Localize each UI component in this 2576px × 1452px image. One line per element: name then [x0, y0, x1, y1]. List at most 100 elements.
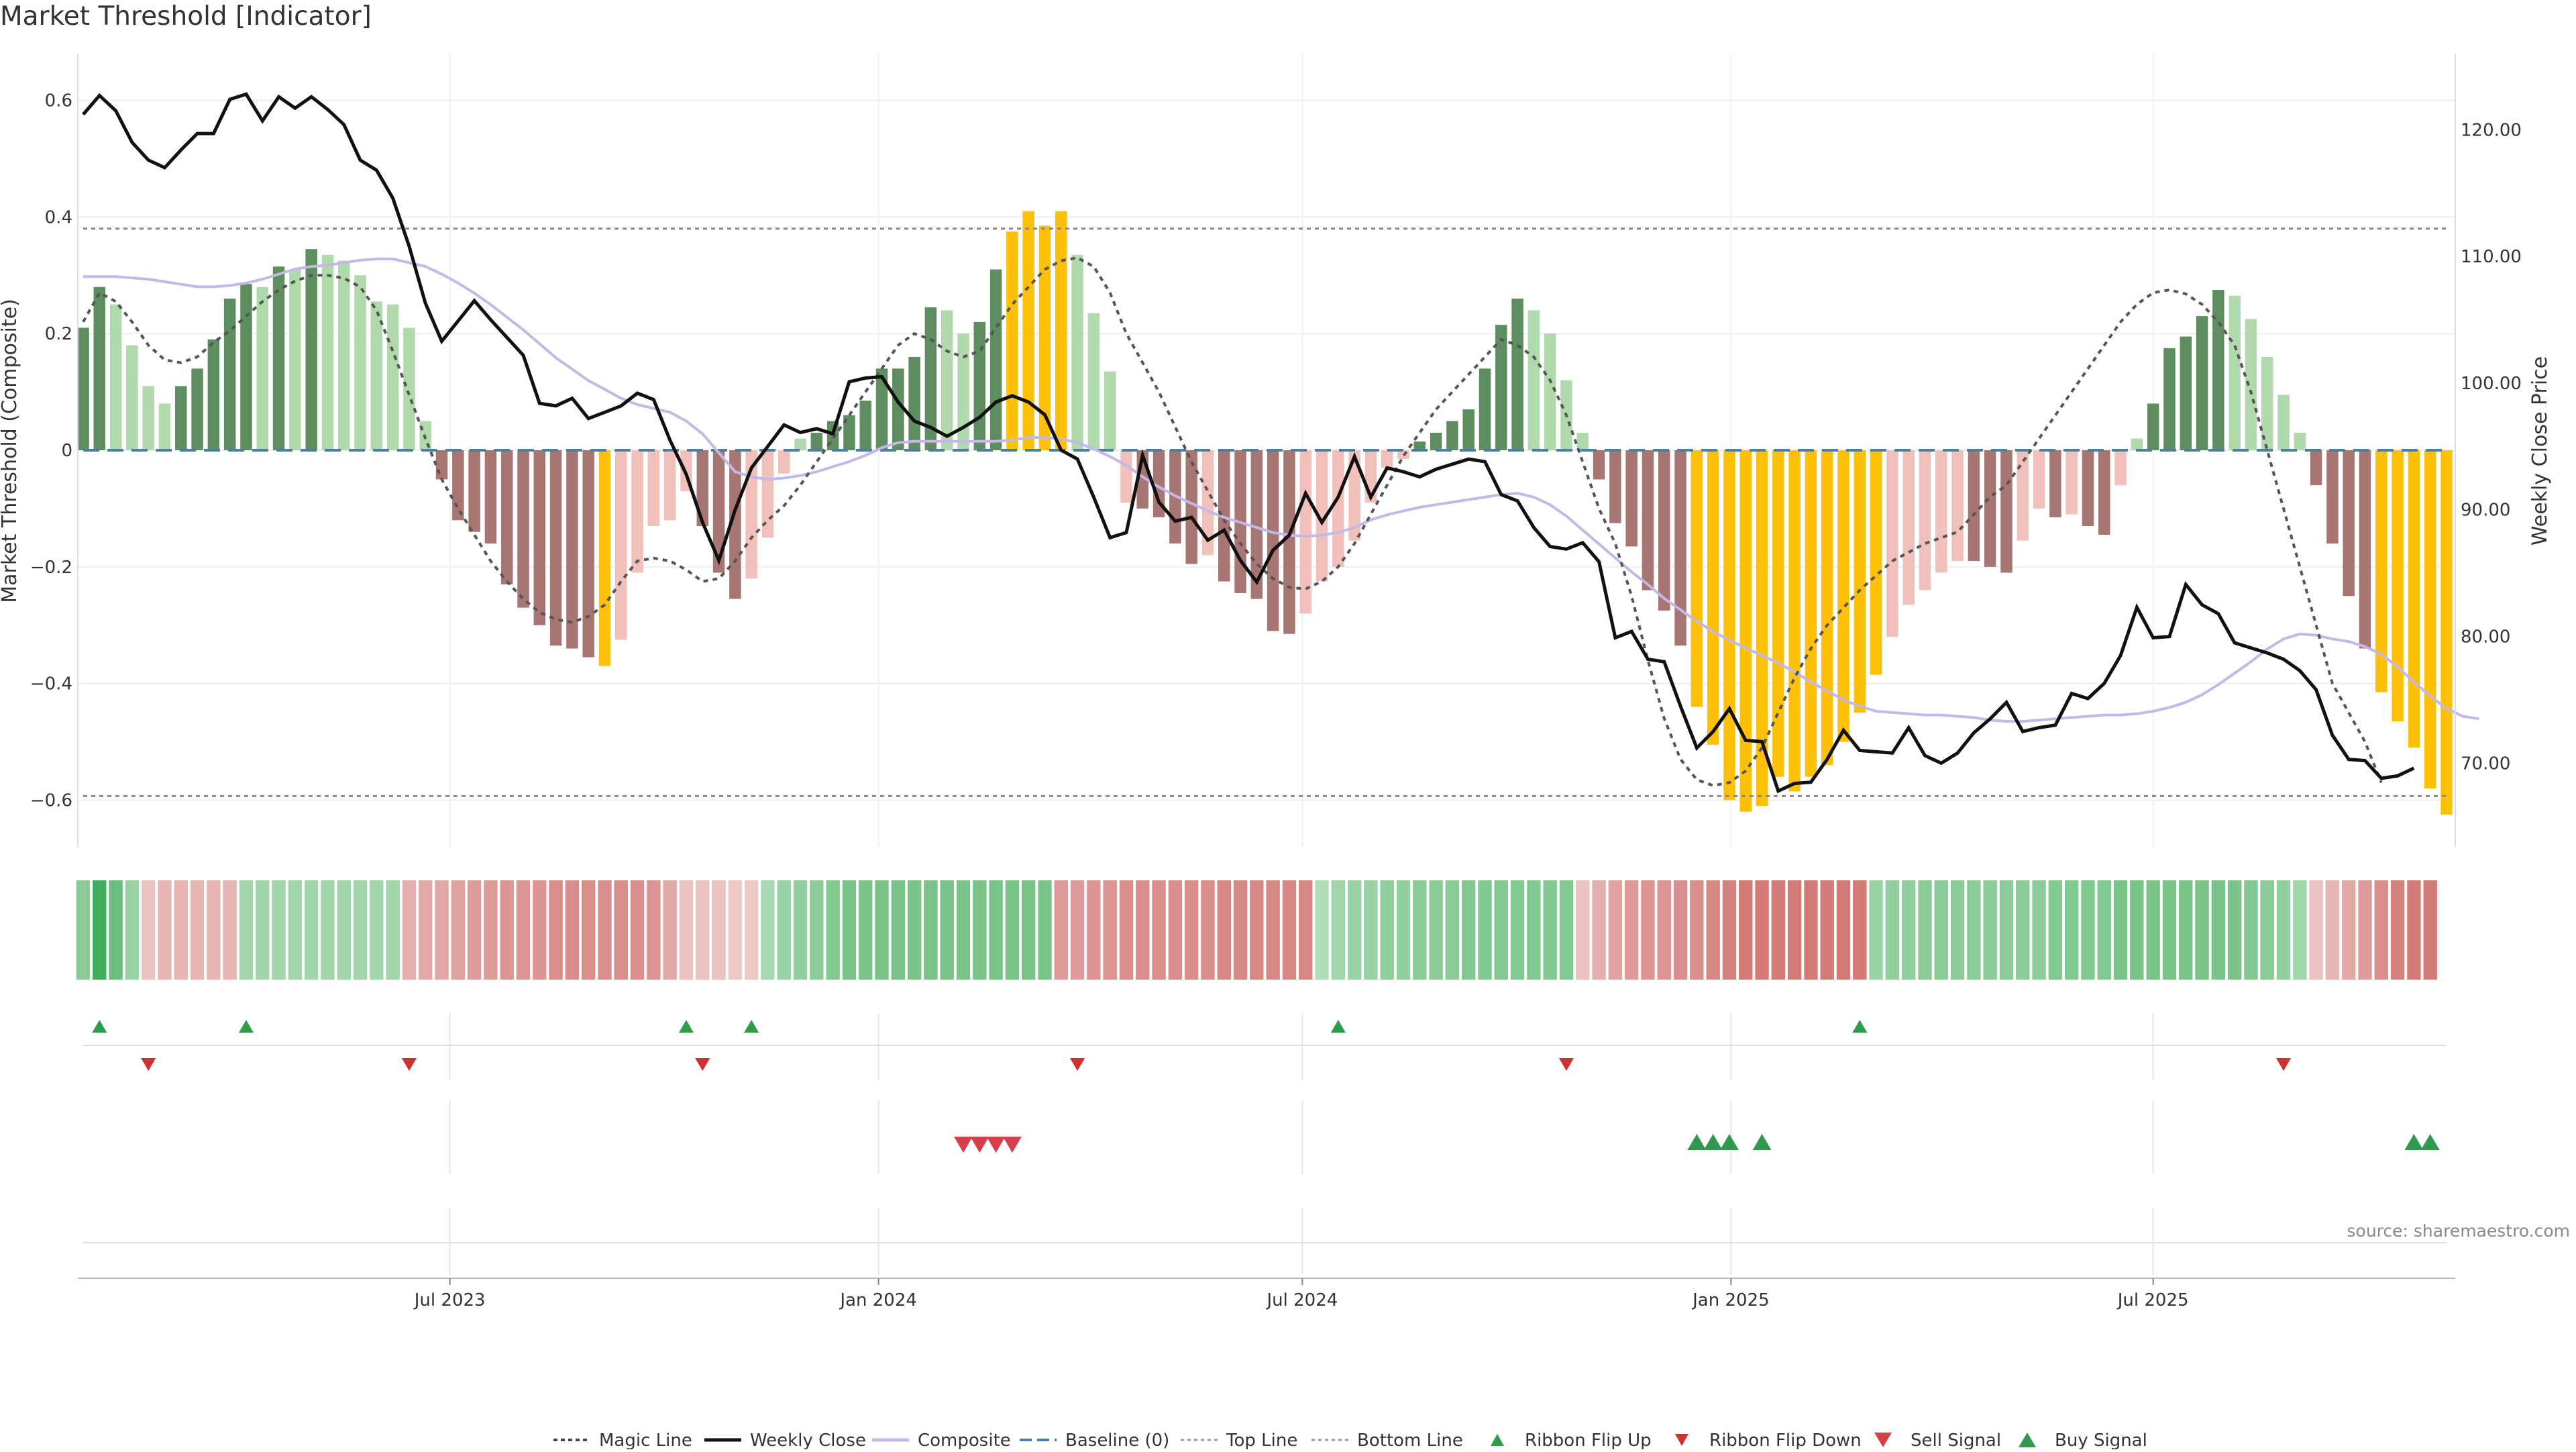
ribbon-cell — [598, 880, 612, 980]
ribbon-flip-down-marker — [695, 1058, 710, 1071]
ribbon-cell — [1999, 880, 2014, 980]
ribbon-cell — [2374, 880, 2389, 980]
composite-bar — [2245, 319, 2257, 450]
ribbon-cell — [549, 880, 563, 980]
ribbon-cell — [239, 880, 254, 980]
ribbon-cell — [1624, 880, 1639, 980]
composite-bar — [126, 345, 138, 450]
ribbon-cell — [2423, 880, 2437, 980]
ribbon-cell — [793, 880, 808, 980]
legend-label: Bottom Line — [1357, 1431, 1463, 1449]
composite-bar — [631, 450, 643, 573]
composite-bar — [1984, 450, 1996, 567]
composite-bar — [517, 450, 529, 608]
composite-bar — [2163, 348, 2176, 450]
legend: Magic Line Weekly Close Composite Baseline … — [553, 1431, 2147, 1451]
composite-bar — [337, 260, 350, 450]
composite-bar — [2033, 450, 2045, 509]
ribbon-cell — [1087, 880, 1101, 980]
y2-tick-label: 110.00 — [2461, 247, 2522, 267]
composite-bars — [77, 211, 2453, 815]
legend-label: Magic Line — [599, 1431, 692, 1449]
ribbon-flip-down-markers — [141, 1058, 2292, 1071]
ribbon-cell — [1315, 880, 1329, 980]
ribbon-cell — [1950, 880, 1965, 980]
composite-bar — [2082, 450, 2094, 526]
legend-label: Weekly Close — [750, 1431, 866, 1449]
ribbon-cell — [337, 880, 351, 980]
composite-bar — [77, 327, 89, 450]
ribbon-cell — [2048, 880, 2063, 980]
legend-swatch-sell — [1874, 1433, 1892, 1447]
composite-bar — [1087, 313, 1100, 450]
ribbon-cell — [1380, 880, 1394, 980]
ribbon-cell — [1282, 880, 1297, 980]
composite-bar — [892, 368, 904, 450]
ribbon-cell — [1510, 880, 1525, 980]
composite-bar — [1609, 450, 1621, 523]
composite-bar — [386, 304, 399, 450]
ribbon-cell — [1755, 880, 1769, 980]
ribbon-cell — [353, 880, 368, 980]
composite-bar — [566, 450, 578, 649]
ribbon-cell — [1347, 880, 1362, 980]
ribbon-cell — [533, 880, 547, 980]
ribbon-cell — [1934, 880, 1949, 980]
ribbon-cell — [516, 880, 531, 980]
ribbon-cell — [1119, 880, 1134, 980]
composite-bar — [647, 450, 660, 526]
buy-signal-marker — [1703, 1134, 1723, 1150]
sell-signal-marker — [1002, 1137, 1022, 1153]
ribbon-cell — [2390, 880, 2405, 980]
ribbon-cell — [875, 880, 889, 980]
ribbon-cell — [891, 880, 906, 980]
ribbon-cell — [2244, 880, 2258, 980]
composite-bar — [745, 450, 757, 579]
ribbon-cell — [1576, 880, 1590, 980]
buy-signal-marker — [2420, 1134, 2440, 1150]
y-tick-label: −0.2 — [30, 558, 72, 578]
ribbon-cell — [141, 880, 156, 980]
composite-bar — [158, 403, 171, 450]
composite-bar — [1055, 211, 1067, 450]
ribbon-cell — [940, 880, 954, 980]
buy-signal-marker — [1719, 1134, 1739, 1150]
composite-bar — [354, 275, 366, 450]
ribbon-cell — [402, 880, 417, 980]
composite-bar — [321, 254, 334, 450]
composite-bar — [859, 401, 871, 450]
ribbon-cell — [256, 880, 270, 980]
ribbon-cell — [2016, 880, 2030, 980]
composite-bar — [1511, 299, 1523, 450]
composite-bar — [2440, 450, 2453, 815]
left-tick-labels: −0.6 −0.4 −0.2 0 0.2 0.4 0.6 — [30, 91, 72, 811]
legend-swatch-flip-down — [1675, 1434, 1688, 1446]
y2-tick-label: 80.00 — [2461, 627, 2510, 647]
composite-bar — [1805, 450, 1817, 777]
y-axis-label: Market Threshold (Composite) — [0, 299, 21, 603]
composite-bar — [2131, 438, 2143, 450]
ribbon-cell — [76, 880, 91, 980]
ribbon-cell — [826, 880, 840, 980]
ribbon-cell — [386, 880, 400, 980]
composite-bar — [2261, 356, 2273, 450]
y-tick-label: 0.4 — [45, 207, 72, 227]
composite-bar — [875, 368, 888, 450]
ribbon-cell — [2162, 880, 2177, 980]
ribbon-cell — [1657, 880, 1671, 980]
composite-bar — [468, 450, 480, 532]
ribbon-cell — [924, 880, 938, 980]
sell-signal-marker — [986, 1137, 1006, 1153]
grid-lines — [78, 54, 2455, 1275]
composite-bar — [2229, 295, 2241, 450]
y-tick-label: −0.4 — [30, 674, 72, 694]
ribbon-cell — [1885, 880, 1900, 980]
ribbon-cell — [1233, 880, 1248, 980]
ribbon-cell — [1184, 880, 1199, 980]
composite-bar — [1218, 450, 1230, 582]
composite-bar — [1527, 310, 1540, 450]
ribbon-cell — [1429, 880, 1443, 980]
ribbon-cell — [1527, 880, 1541, 980]
ribbon-cell — [223, 880, 237, 980]
